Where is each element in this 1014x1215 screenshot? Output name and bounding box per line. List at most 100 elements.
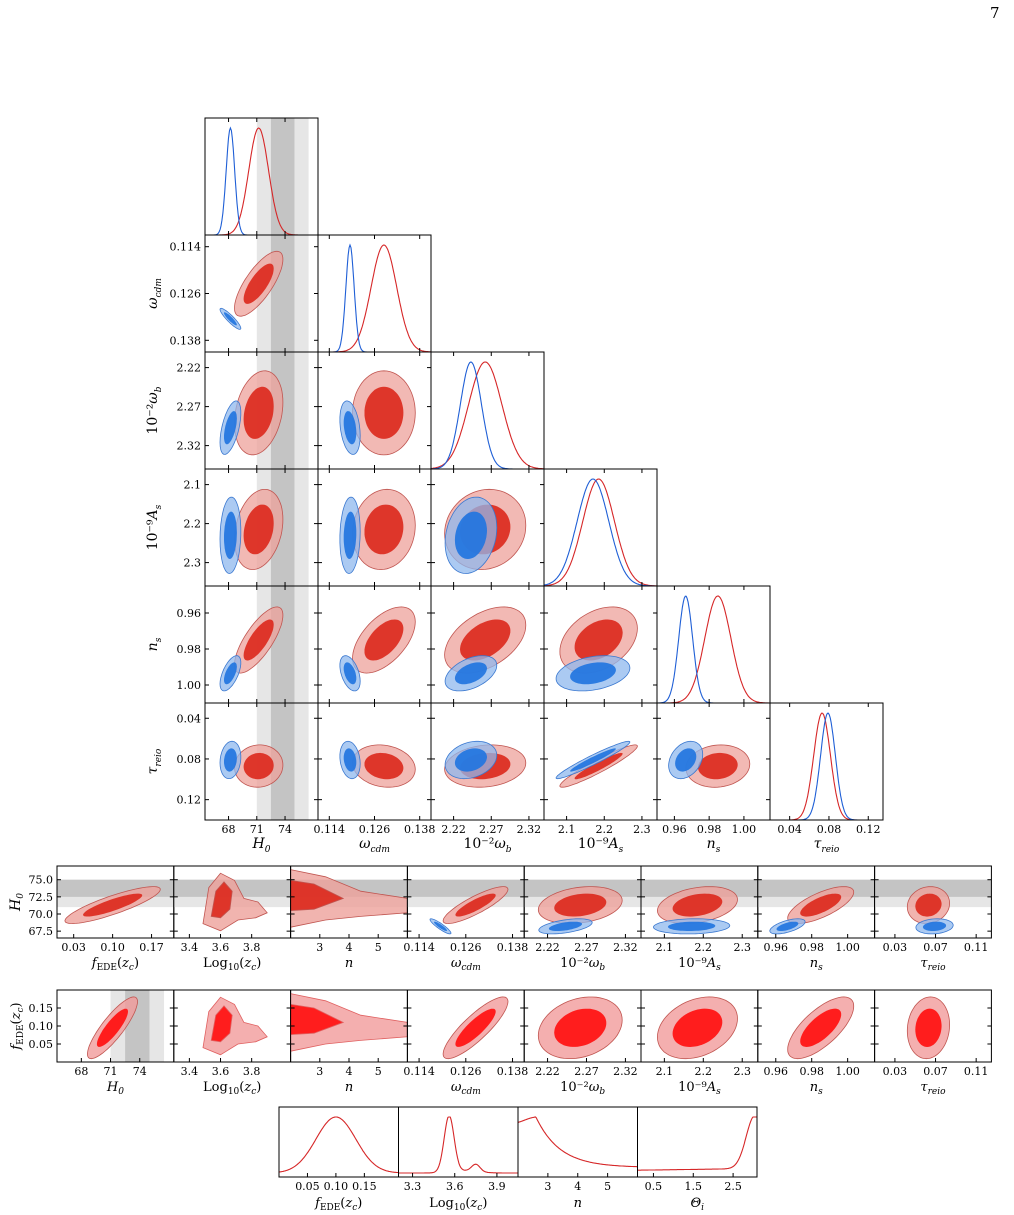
y-tick-label: 2.2 xyxy=(184,518,202,531)
row-fEDE-panel-logzc xyxy=(173,989,292,1063)
contour xyxy=(915,893,942,917)
panel-tau-vs-ns xyxy=(656,702,771,821)
contour xyxy=(343,411,357,445)
y-tick-label: 70.0 xyxy=(29,908,54,921)
x-tick-label: 0.08 xyxy=(817,823,842,836)
panel-ns-vs-wcdm xyxy=(317,585,432,704)
contour xyxy=(210,1005,233,1043)
contour xyxy=(672,893,723,917)
y-tick-label: 0.114 xyxy=(170,241,202,254)
contour xyxy=(243,504,274,555)
x-axis-label-As: 10⁻⁹As xyxy=(678,956,721,973)
contour xyxy=(574,752,623,780)
y-tick-label: 0.138 xyxy=(170,334,202,347)
y-axis-label-row-H0: H0 xyxy=(8,893,26,912)
x-tick-label: 0.114 xyxy=(314,823,346,836)
y-tick-label: 72.5 xyxy=(29,891,54,904)
x-tick-label: 0.114 xyxy=(403,941,435,954)
x-tick-label: 3.4 xyxy=(181,941,199,954)
h0-band-1sigma xyxy=(270,118,295,235)
pdf-curve xyxy=(431,361,544,470)
row-fEDE-panel-ns xyxy=(757,989,876,1063)
contour xyxy=(454,662,487,685)
contour xyxy=(224,312,237,326)
x-tick-label: 0.96 xyxy=(662,823,687,836)
contour xyxy=(776,921,799,931)
x-axis-label-wb: 10⁻²ωb xyxy=(560,1080,605,1097)
x-tick-label: 2.32 xyxy=(517,823,542,836)
contour xyxy=(698,752,738,780)
y-tick-label: 75.0 xyxy=(29,874,54,887)
panel-ns-vs-wb xyxy=(430,585,545,704)
contour xyxy=(243,619,274,661)
x-tick-label: 2.22 xyxy=(535,941,560,954)
row-fEDE-panel-H0 xyxy=(56,989,175,1063)
x-tick-label: 0.03 xyxy=(883,941,908,954)
x-tick-label: 3 xyxy=(544,1180,551,1193)
contour xyxy=(364,386,404,439)
panel-H0-vs-H0 xyxy=(204,117,319,236)
y-tick-label: 0.98 xyxy=(177,643,202,656)
pdf-panel-1 xyxy=(398,1106,519,1178)
x-axis-label-As: 10⁻⁹As xyxy=(578,836,624,855)
panel-frame xyxy=(874,989,992,1063)
y-tick-label: 0.10 xyxy=(29,1020,54,1033)
x-tick-label: 2.1 xyxy=(558,823,576,836)
panel-ns-vs-As xyxy=(543,585,658,704)
x-axis-label-ns: ns xyxy=(810,956,823,973)
pdf-curve xyxy=(657,595,770,704)
y-tick-label: 2.32 xyxy=(177,440,202,453)
panel-tau-vs-wb xyxy=(430,702,545,821)
x-tick-label: 0.126 xyxy=(450,941,482,954)
x-tick-label: 2.3 xyxy=(633,823,651,836)
panel-wb-vs-H0 xyxy=(204,351,319,470)
row-H0-panel-As xyxy=(640,865,759,939)
x-tick-label: 0.138 xyxy=(404,823,436,836)
x-tick-label: 2.3 xyxy=(733,941,751,954)
x-tick-label: 0.03 xyxy=(61,941,86,954)
row-H0-panel-n xyxy=(290,865,408,939)
contour xyxy=(343,748,357,772)
panel-frame xyxy=(398,1106,519,1178)
row-H0-panel-logzc xyxy=(173,865,292,939)
contour xyxy=(922,921,947,931)
x-tick-label: 5 xyxy=(375,941,382,954)
contour xyxy=(570,662,616,685)
pdf-curve xyxy=(637,1116,757,1171)
contour xyxy=(554,893,607,917)
y-tick-label: 0.15 xyxy=(29,1002,54,1015)
y-tick-label: 0.126 xyxy=(170,288,202,301)
panel-As-vs-H0 xyxy=(204,468,319,587)
x-tick-label: 71 xyxy=(250,823,264,836)
x-axis-label-ns: ns xyxy=(810,1080,823,1097)
x-tick-label: 74 xyxy=(133,1065,147,1078)
row-H0-panel-wb xyxy=(523,865,642,939)
x-tick-label: 4 xyxy=(574,1180,581,1193)
x-tick-label: 5 xyxy=(604,1180,611,1193)
row-fEDE-panel-tau xyxy=(874,989,992,1063)
contour xyxy=(224,662,237,685)
y-tick-label: 0.96 xyxy=(177,607,202,620)
contour xyxy=(455,1008,496,1047)
pdf-curve xyxy=(543,478,657,587)
pdf-curve xyxy=(398,1116,518,1174)
x-axis-label-wb: 10⁻²ωb xyxy=(560,956,605,973)
contour xyxy=(96,1008,128,1047)
x-tick-label: 0.114 xyxy=(403,1065,435,1078)
x-tick-label: 2.22 xyxy=(535,1065,560,1078)
x-tick-label: 1.00 xyxy=(732,823,757,836)
contour xyxy=(915,1008,942,1047)
page-number: 7 xyxy=(990,4,1000,22)
x-tick-label: 3.6 xyxy=(212,1065,230,1078)
panel-frame xyxy=(656,585,771,704)
x-tick-label: 68 xyxy=(74,1065,88,1078)
x-tick-label: 2.32 xyxy=(613,941,638,954)
x-axis-label-logzc: Log10(zc) xyxy=(203,956,261,973)
y-axis-label-tau: τreio xyxy=(145,748,164,774)
contour xyxy=(554,1008,607,1047)
x-tick-label: 2.2 xyxy=(695,941,713,954)
x-tick-label: 0.126 xyxy=(359,823,391,836)
x-tick-label: 0.04 xyxy=(777,823,802,836)
x-tick-label: 2.27 xyxy=(574,941,599,954)
